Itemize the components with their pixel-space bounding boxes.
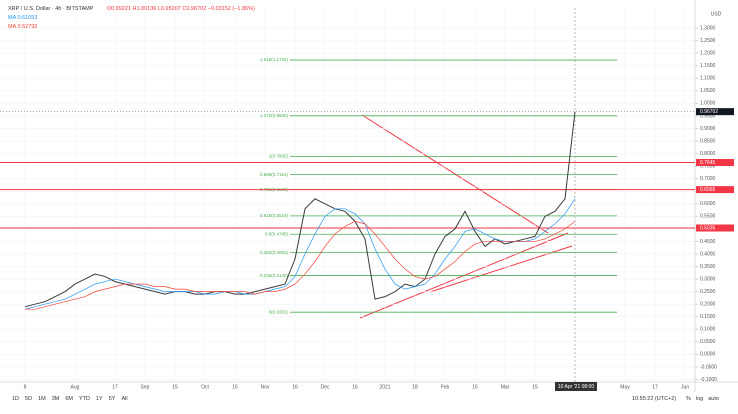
range-button[interactable]: 3M [51, 396, 60, 402]
x-tick-label: 2021 [379, 384, 390, 390]
last-price-box [696, 108, 734, 116]
y-tick-label: 0.0000 [700, 352, 716, 358]
x-tick-label: Nov [261, 384, 270, 390]
ohlc: O0.99221 H1.00136 L0.95207 C0.96702 −0.0… [106, 6, 255, 12]
crosshair-box [555, 382, 597, 391]
level-label: 0.6565 [700, 187, 716, 193]
x-tick-label: Sep [141, 384, 150, 390]
last-price-label: 0.96702 [700, 109, 718, 115]
y-tick-label: 0.7000 [700, 176, 716, 182]
range-button[interactable]: 5D [25, 396, 33, 402]
legend-item: MA 0.61053 [8, 15, 37, 21]
fib-label: 0.618(0.5519) [260, 213, 289, 218]
y-tick-label: 1.1500 [700, 63, 716, 69]
y-tick-label: 0.5500 [700, 214, 716, 220]
y-tick-label: 0.0500 [700, 339, 716, 345]
scale-option[interactable]: auto [708, 396, 719, 402]
range-button[interactable]: All [121, 396, 128, 402]
options: % log auto [686, 396, 719, 402]
y-tick-label: 1.1000 [700, 76, 716, 82]
x-tick-label: Aug [71, 384, 80, 390]
crosshair-time: 10 Apr '21 08:00 [558, 384, 594, 390]
level-box [696, 186, 734, 194]
y-tick-label: 0.1000 [700, 327, 716, 333]
x-tick-label: 15 [532, 384, 538, 390]
symbol: XRP / U.S. Dollar · 4h · BITSTAMP O0.992… [8, 6, 255, 12]
y-tick-label: 0.4500 [700, 239, 716, 245]
y-tick-label: 1.3000 [700, 25, 716, 31]
x-tick-label: May [620, 384, 630, 390]
symbol-title: XRP / U.S. Dollar · 4h · BITSTAMP [8, 6, 94, 12]
x-tick-label: Oct [201, 384, 209, 390]
y-tick-label: 0.2000 [700, 302, 716, 308]
y-tick-label: 1.0000 [700, 101, 716, 107]
scale-option[interactable]: log [695, 396, 704, 402]
level-box [696, 158, 734, 166]
fib-label: 0.382(0.4053) [260, 250, 289, 255]
y-tick-label: 0.4000 [700, 251, 716, 257]
fib-label: 1.272(0.9505) [260, 113, 289, 118]
x-tick-label: 15 [472, 384, 478, 390]
price-line [24, 198, 576, 310]
y-tick-label: 0.6000 [700, 201, 716, 207]
chart: USD 10 Apr '21 08:00 1.3000 1.2500 1.2000 1… [0, 0, 738, 392]
y-tick-label: 0.9500 [700, 113, 716, 119]
y-tick-label: 1.2500 [700, 38, 716, 44]
y-tick-label: 1.0500 [700, 88, 716, 94]
y-tick-label: 0.3000 [700, 276, 716, 282]
range-button[interactable]: 5Y [108, 396, 116, 402]
price-line [25, 220, 576, 310]
level-label: 0.5035 [700, 225, 716, 231]
clock: 10:55:22 (UTC+2) [632, 396, 677, 402]
y-tick-label: 0.1500 [700, 314, 716, 320]
level-label: 0.7645 [700, 160, 716, 166]
fib-label: 0.236(0.3140) [260, 273, 289, 278]
x-tick-label: 17 [112, 384, 118, 390]
range-button[interactable]: 1Y [95, 396, 103, 402]
fib-label: 0.886(0.7161) [260, 172, 289, 177]
y-tick-label: 0.8500 [700, 138, 716, 144]
fib-label: 1(0.7885) [269, 154, 289, 159]
y-tick-label: 0.3500 [700, 264, 716, 270]
range-button[interactable]: 6M [65, 396, 73, 402]
x-tick-label: 8 [24, 384, 27, 390]
legend: MA 0.61053 MA 0.52792 [8, 15, 37, 33]
legend-item: MA 0.52792 [8, 24, 37, 30]
y-tick-label: -0.0500 [700, 364, 717, 370]
legend-label: MA 0.52792 [8, 24, 38, 30]
x-tick-label: 17 [652, 384, 658, 390]
range-button[interactable]: YTD [78, 396, 90, 402]
y-tick-label: 0.2500 [700, 289, 716, 295]
y-tick-label: 0.8000 [700, 151, 716, 157]
x-tick-label: 15 [232, 384, 238, 390]
x-tick-label: 15 [172, 384, 178, 390]
scale-option[interactable]: % [686, 396, 691, 402]
x-tick-label: 16 [352, 384, 358, 390]
fib-label: 0.5(0.4785) [265, 231, 289, 236]
x-tick-label: Feb [441, 384, 450, 390]
y-tick-label: -0.1000 [700, 377, 717, 383]
legend-label: MA 0.61053 [8, 15, 38, 21]
trend-line [361, 114, 549, 234]
trend-line [429, 245, 573, 293]
range-button[interactable]: 1M [38, 396, 46, 402]
x-tick-label: Mar [501, 384, 510, 390]
x-tick-label: Dec [321, 384, 330, 390]
y-tick-label: 0.7500 [700, 163, 716, 169]
y-tick-label: 0.9000 [700, 126, 716, 132]
x-tick-label: 16 [292, 384, 298, 390]
y-axis-unit: USD [711, 11, 722, 17]
fib-label: 1.618(1.1726) [260, 57, 289, 62]
fib-label: 0(0.1681) [269, 309, 289, 314]
x-tick-label: Jun [681, 384, 689, 390]
range-button[interactable]: 1D [12, 396, 20, 402]
level-box [696, 224, 734, 232]
range-bar: 1D 5D 1M 3M 6M YTD 1Y 5Y All [12, 396, 128, 402]
y-tick-label: 1.2000 [700, 51, 716, 57]
x-tick-label: 18 [412, 384, 418, 390]
price-line [24, 111, 576, 308]
